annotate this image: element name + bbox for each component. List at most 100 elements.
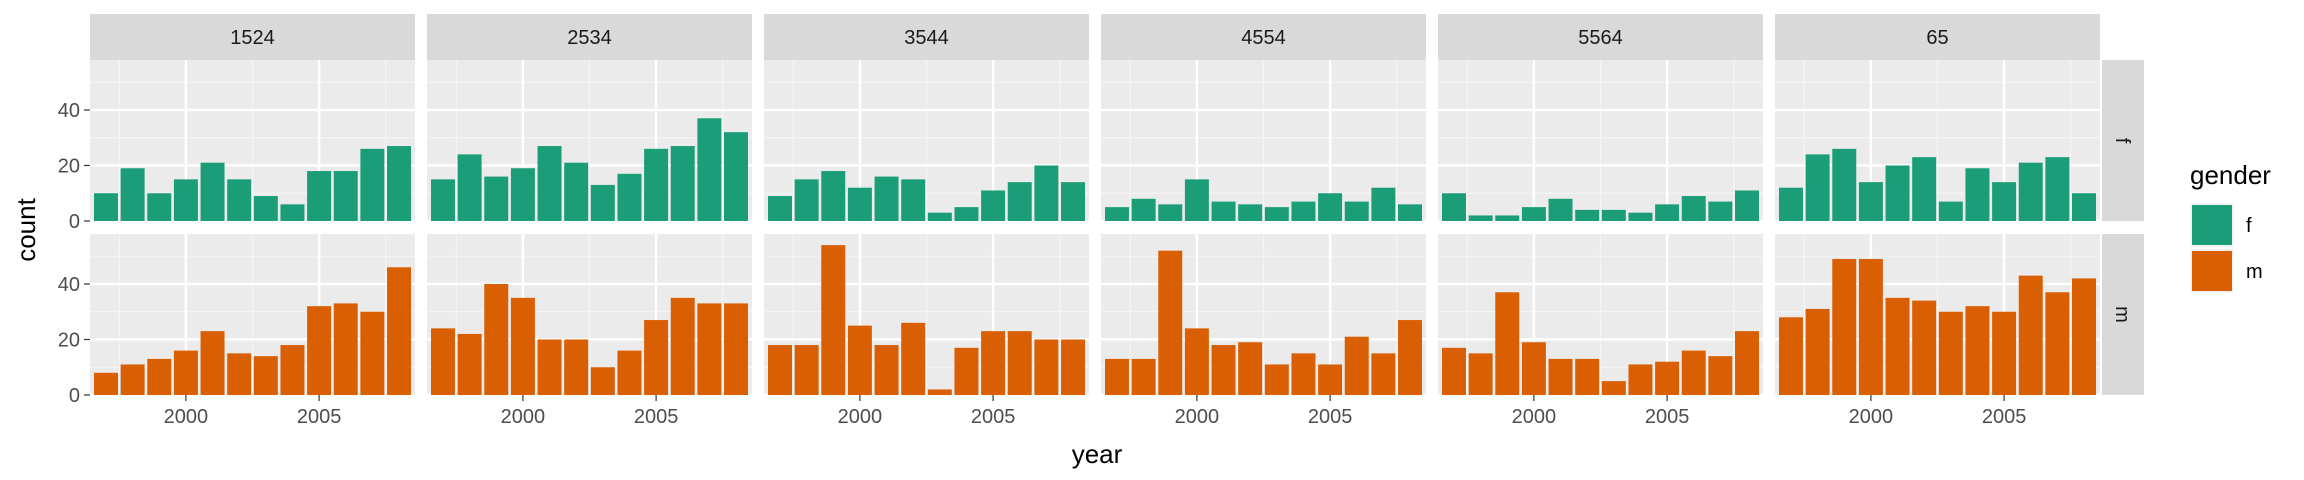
bar-5564-f-1999: [1495, 215, 1520, 221]
bar-1524-f-2002: [227, 179, 252, 221]
y-axis-title: count: [11, 197, 41, 261]
bar-5564-m-2007: [1708, 356, 1733, 395]
bar-65-f-2006: [2018, 162, 2043, 221]
bar-2534-f-2006: [670, 146, 695, 221]
x-tick-label: 2000: [1175, 406, 1220, 428]
x-tick-label: 2000: [501, 406, 546, 428]
bar-4554-f-2007: [1371, 187, 1396, 221]
bar-5564-m-2006: [1681, 350, 1706, 395]
legend-key-f: [2192, 205, 2232, 245]
bar-4554-f-2006: [1344, 201, 1369, 221]
bar-5564-m-2000: [1521, 342, 1546, 395]
bar-3544-m-2005: [981, 331, 1006, 395]
bar-3544-f-2006: [1007, 182, 1032, 221]
strip-label-1524: 1524: [230, 27, 275, 49]
bar-5564-f-2001: [1548, 198, 1573, 221]
bar-3544-f-2003: [927, 212, 952, 221]
legend-item-f: f: [2190, 203, 2252, 247]
bar-2534-m-2008: [724, 303, 749, 395]
legend-key-m: [2192, 251, 2232, 291]
bar-3544-m-2001: [874, 345, 899, 395]
legend-title: gender: [2190, 160, 2271, 190]
bar-65-m-1999: [1832, 258, 1857, 395]
bar-1524-f-2008: [387, 146, 412, 221]
bar-5564-f-2005: [1655, 204, 1680, 221]
panel-1524-f: [90, 60, 415, 223]
bar-1524-m-2001: [200, 331, 225, 395]
bar-2534-f-2002: [564, 162, 589, 221]
bar-4554-f-2004: [1291, 201, 1316, 221]
bar-1524-f-2001: [200, 162, 225, 221]
strip-65: 65: [1775, 14, 2100, 60]
bar-2534-m-2002: [564, 339, 589, 395]
bar-5564-m-1998: [1468, 353, 1493, 395]
bar-1524-f-2006: [333, 171, 358, 221]
bar-5564-f-2007: [1708, 201, 1733, 221]
bar-4554-f-1999: [1158, 204, 1183, 221]
bar-65-f-2008: [2072, 193, 2097, 221]
bar-1524-f-2003: [253, 196, 278, 221]
bar-3544-m-2000: [847, 325, 872, 395]
bar-2534-f-2005: [644, 148, 669, 221]
bar-65-m-2002: [1912, 300, 1937, 395]
panel-1524-m: [90, 234, 415, 397]
strip-5564: 5564: [1438, 14, 1763, 60]
strip-label-5564: 5564: [1578, 27, 1623, 49]
bar-5564-m-2002: [1575, 358, 1600, 395]
bar-3544-m-2002: [901, 322, 926, 395]
bar-65-f-2003: [1938, 201, 1963, 221]
bar-5564-f-2002: [1575, 209, 1600, 221]
bar-1524-m-2007: [360, 311, 385, 395]
bar-1524-m-2002: [227, 353, 252, 395]
panel-2534-f: [427, 60, 752, 223]
bar-5564-f-2008: [1735, 190, 1760, 221]
bar-4554-m-1998: [1131, 358, 1156, 395]
bar-65-m-2006: [2018, 275, 2043, 395]
bar-2534-m-2007: [697, 303, 722, 395]
bar-65-f-2000: [1858, 182, 1883, 221]
bar-5564-m-2003: [1601, 381, 1626, 395]
bar-65-m-1998: [1805, 308, 1830, 395]
strip-f: f: [2102, 60, 2144, 221]
y-tick-label: 20: [58, 155, 80, 177]
bar-1524-f-2007: [360, 148, 385, 221]
bar-3544-f-2007: [1034, 165, 1059, 221]
bar-65-m-2003: [1938, 311, 1963, 395]
strip-label-4554: 4554: [1241, 27, 1286, 49]
strip-label-f: f: [2111, 138, 2133, 144]
bar-1524-f-2005: [307, 171, 332, 221]
bar-2534-m-2000: [510, 297, 535, 395]
bar-2534-m-2003: [590, 367, 615, 395]
bar-1524-m-2000: [173, 350, 198, 395]
bar-65-m-2001: [1885, 297, 1910, 395]
y-tick-label: 0: [69, 385, 80, 407]
strip-background: [1438, 14, 1763, 60]
bar-4554-f-2008: [1398, 204, 1423, 221]
bar-5564-f-2004: [1628, 212, 1653, 221]
x-tick-label: 2000: [1512, 406, 1557, 428]
y-tick-label: 20: [58, 329, 80, 351]
bar-1524-m-1999: [147, 358, 172, 395]
bar-3544-m-1999: [821, 245, 846, 395]
bar-3544-m-1997: [767, 345, 792, 395]
x-tick-label: 2000: [838, 406, 883, 428]
bar-1524-f-1997: [93, 193, 118, 221]
bar-3544-f-2000: [847, 187, 872, 221]
strip-label-2534: 2534: [567, 27, 612, 49]
y-tick-label: 40: [58, 274, 80, 296]
bar-5564-f-1997: [1441, 193, 1466, 221]
x-axis-title: year: [1072, 439, 1123, 469]
bar-2534-f-2007: [697, 118, 722, 221]
bar-4554-m-1999: [1158, 250, 1183, 395]
bar-2534-f-2001: [537, 146, 562, 221]
bar-3544-f-2002: [901, 179, 926, 221]
bar-2534-f-1999: [484, 176, 509, 221]
legend: gender f m: [2190, 160, 2271, 293]
bar-4554-m-2002: [1238, 342, 1263, 395]
legend-label-f: f: [2246, 215, 2252, 237]
legend-label-m: m: [2246, 261, 2263, 283]
bar-1524-f-2004: [280, 204, 305, 221]
bar-3544-m-2004: [954, 347, 979, 395]
bar-2534-f-2003: [590, 184, 615, 221]
